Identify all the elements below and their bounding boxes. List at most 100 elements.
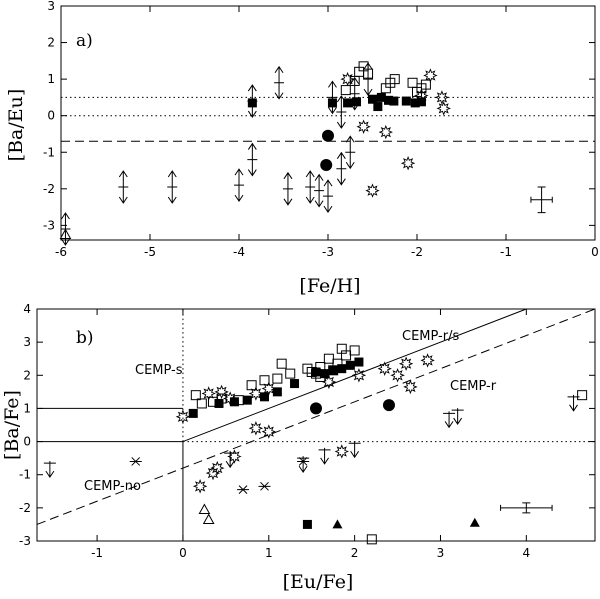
data-point-starburst (248, 421, 264, 436)
data-point-open-square (407, 77, 418, 88)
data-point-starburst (390, 368, 405, 383)
data-point-filled-square (242, 395, 252, 405)
panel-a-ytick-label: 1 (47, 72, 55, 86)
data-point-open-triangle (198, 503, 211, 515)
data-point-filled-circle (310, 402, 322, 415)
annotation-cemp-no: CEMP-no (84, 479, 141, 494)
data-point-asterisk (129, 457, 142, 466)
data-point-open-square (272, 373, 283, 384)
data-point-asterisk (237, 485, 250, 494)
data-point-starburst (192, 479, 208, 494)
panel-a-ytick-label: 3 (47, 0, 55, 13)
panel-b-ytick-label: 1 (23, 401, 31, 415)
data-point-double-arrow (274, 65, 285, 100)
data-point-open-square (366, 534, 377, 545)
panel-b-ytick-label: -2 (19, 501, 31, 515)
data-point-double-arrow (363, 62, 374, 97)
data-point-double-arrow (167, 170, 178, 204)
data-point-down-arrow (318, 447, 331, 465)
data-point-starburst (356, 119, 371, 134)
data-point-double-arrow (247, 142, 258, 177)
data-point-double-arrow (336, 95, 347, 129)
panel-b-ytick-label: 0 (23, 435, 31, 449)
data-point-down-arrow (297, 456, 310, 474)
data-point-starburst (398, 356, 414, 371)
data-point-starburst (365, 183, 380, 198)
data-point-double-arrow (314, 173, 325, 208)
data-point-filled-square (214, 398, 224, 408)
data-point-open-square (389, 74, 400, 85)
panel-a-ytick-label: 2 (47, 36, 55, 50)
panel-a-xtick-label: 0 (591, 245, 599, 259)
data-point-filled-square (401, 96, 411, 106)
data-point-starburst (351, 368, 367, 383)
data-point-double-arrow (305, 170, 316, 204)
data-point-double-arrow (118, 170, 129, 204)
panel-a-label: a) (76, 31, 93, 51)
data-point-open-square (323, 353, 334, 364)
data-point-starburst (434, 90, 450, 105)
panel-b-xtick-label: 1 (265, 546, 273, 560)
data-point-starburst (201, 386, 216, 401)
panel-b-xtick-label: 0 (179, 546, 187, 560)
panel-b-ytick-label: -3 (19, 534, 31, 548)
data-point-open-square (577, 390, 588, 401)
data-point-double-arrow (247, 84, 258, 118)
data-point-starburst (261, 381, 277, 396)
panel-a-xtick-label: -6 (55, 245, 67, 259)
data-point-open-square (285, 368, 296, 379)
panel-b-xlabel: [Eu/Fe] (283, 571, 354, 593)
data-point-filled-circle (320, 159, 333, 172)
data-point-filled-circle (322, 129, 334, 142)
panel-b: -1 0 1 2 3 4 -3 -2 -1 0 1 2 3 4 b) CEMP-s CEMP-r/s CE… (1, 302, 596, 593)
data-point-filled-square (272, 387, 282, 397)
data-point-filled-square (302, 519, 312, 529)
data-point-double-arrow (345, 135, 356, 170)
panel-b-xtick-label: 2 (351, 546, 359, 560)
panel-a-ytick-label: 0 (47, 109, 55, 123)
data-point-filled-square (368, 94, 377, 104)
data-point-open-triangle (202, 513, 215, 524)
data-point-open-square (246, 380, 257, 391)
panel-b-ytick-label: 4 (23, 302, 31, 316)
data-point-down-arrow (43, 461, 56, 479)
panel-a-ytick-label: -3 (43, 218, 55, 232)
panel-b-ylabel: [Ba/Fe] (1, 390, 23, 460)
panel-a-xtick-label: -3 (322, 245, 334, 259)
data-point-open-triangle (59, 228, 72, 240)
data-point-filled-square (337, 364, 347, 374)
panel-b-xtick-label: -1 (91, 546, 103, 560)
panel-a-xlabel: [Fe/H] (299, 275, 360, 297)
data-point-double-arrow (234, 168, 244, 203)
data-point-filled-square (376, 92, 386, 102)
data-point-filled-square (354, 357, 364, 367)
data-point-filled-square (259, 392, 269, 402)
panel-a-ylabel: [Ba/Eu] (5, 89, 27, 162)
annotation-cemp-r: CEMP-r (450, 379, 497, 394)
panel-a-ytick-label: -1 (43, 145, 55, 159)
panel-b-guide-line (36, 308, 596, 525)
data-point-filled-triangle (469, 517, 480, 527)
data-point-starburst (321, 374, 337, 390)
data-point-starburst (400, 155, 416, 171)
data-point-filled-square (410, 98, 420, 108)
data-point-starburst (222, 391, 238, 406)
data-point-open-square (276, 358, 287, 369)
data-point-starburst (403, 379, 418, 395)
data-point-filled-square (320, 369, 330, 379)
panel-a-xtick-label: -2 (411, 245, 423, 259)
data-point-starburst (214, 384, 229, 400)
data-point-down-arrow (451, 408, 464, 425)
panel-a: -6 -5 -4 -3 -2 -1 0 -3 -2 -1 0 1 2 3 a) [Fe/H] [Ba/Eu… (5, 0, 599, 297)
data-point-open-square (196, 398, 207, 409)
data-point-filled-square (384, 95, 394, 105)
data-point-starburst (248, 386, 264, 401)
panel-b-xtick-label: 4 (523, 546, 531, 560)
data-point-filled-square (343, 98, 353, 108)
data-point-double-arrow (282, 171, 293, 206)
panel-b-label: b) (76, 328, 94, 348)
data-point-open-square (259, 375, 270, 386)
data-point-starburst (261, 424, 277, 439)
data-point-open-square (340, 85, 351, 96)
data-point-filled-square (389, 96, 399, 106)
